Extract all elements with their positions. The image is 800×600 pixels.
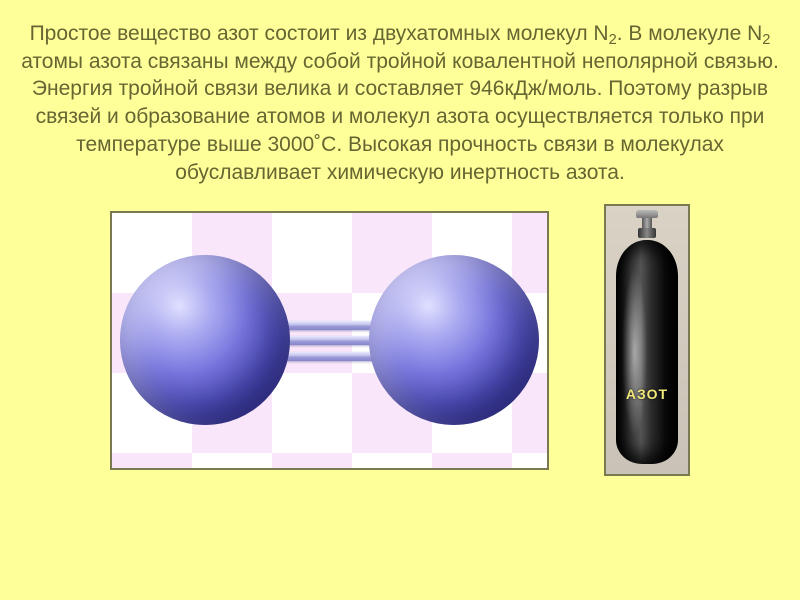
main-paragraph: Простое вещество азот состоит из двухато… — [18, 20, 782, 186]
cylinder-label: АЗОТ — [616, 386, 678, 402]
text-part-3: атомы азота связаны между собой тройной … — [21, 50, 779, 184]
text-part-2: . В молекуле N — [617, 22, 763, 45]
cylinder-body: АЗОТ — [616, 240, 678, 464]
images-row: АЗОТ — [18, 204, 782, 476]
valve-cap — [636, 210, 658, 218]
molecule-figure — [110, 211, 549, 470]
nitrogen-atom-right — [369, 255, 539, 425]
gas-cylinder-figure: АЗОТ — [604, 204, 690, 476]
n2-molecule — [112, 213, 547, 468]
subscript-1: 2 — [609, 32, 617, 48]
valve-collar — [638, 228, 656, 238]
slide: Простое вещество азот состоит из двухато… — [0, 0, 800, 600]
cylinder-valve — [636, 210, 658, 240]
subscript-2: 2 — [762, 32, 770, 48]
text-part-1: Простое вещество азот состоит из двухато… — [30, 22, 609, 45]
valve-stem — [642, 218, 652, 228]
nitrogen-atom-left — [120, 255, 290, 425]
